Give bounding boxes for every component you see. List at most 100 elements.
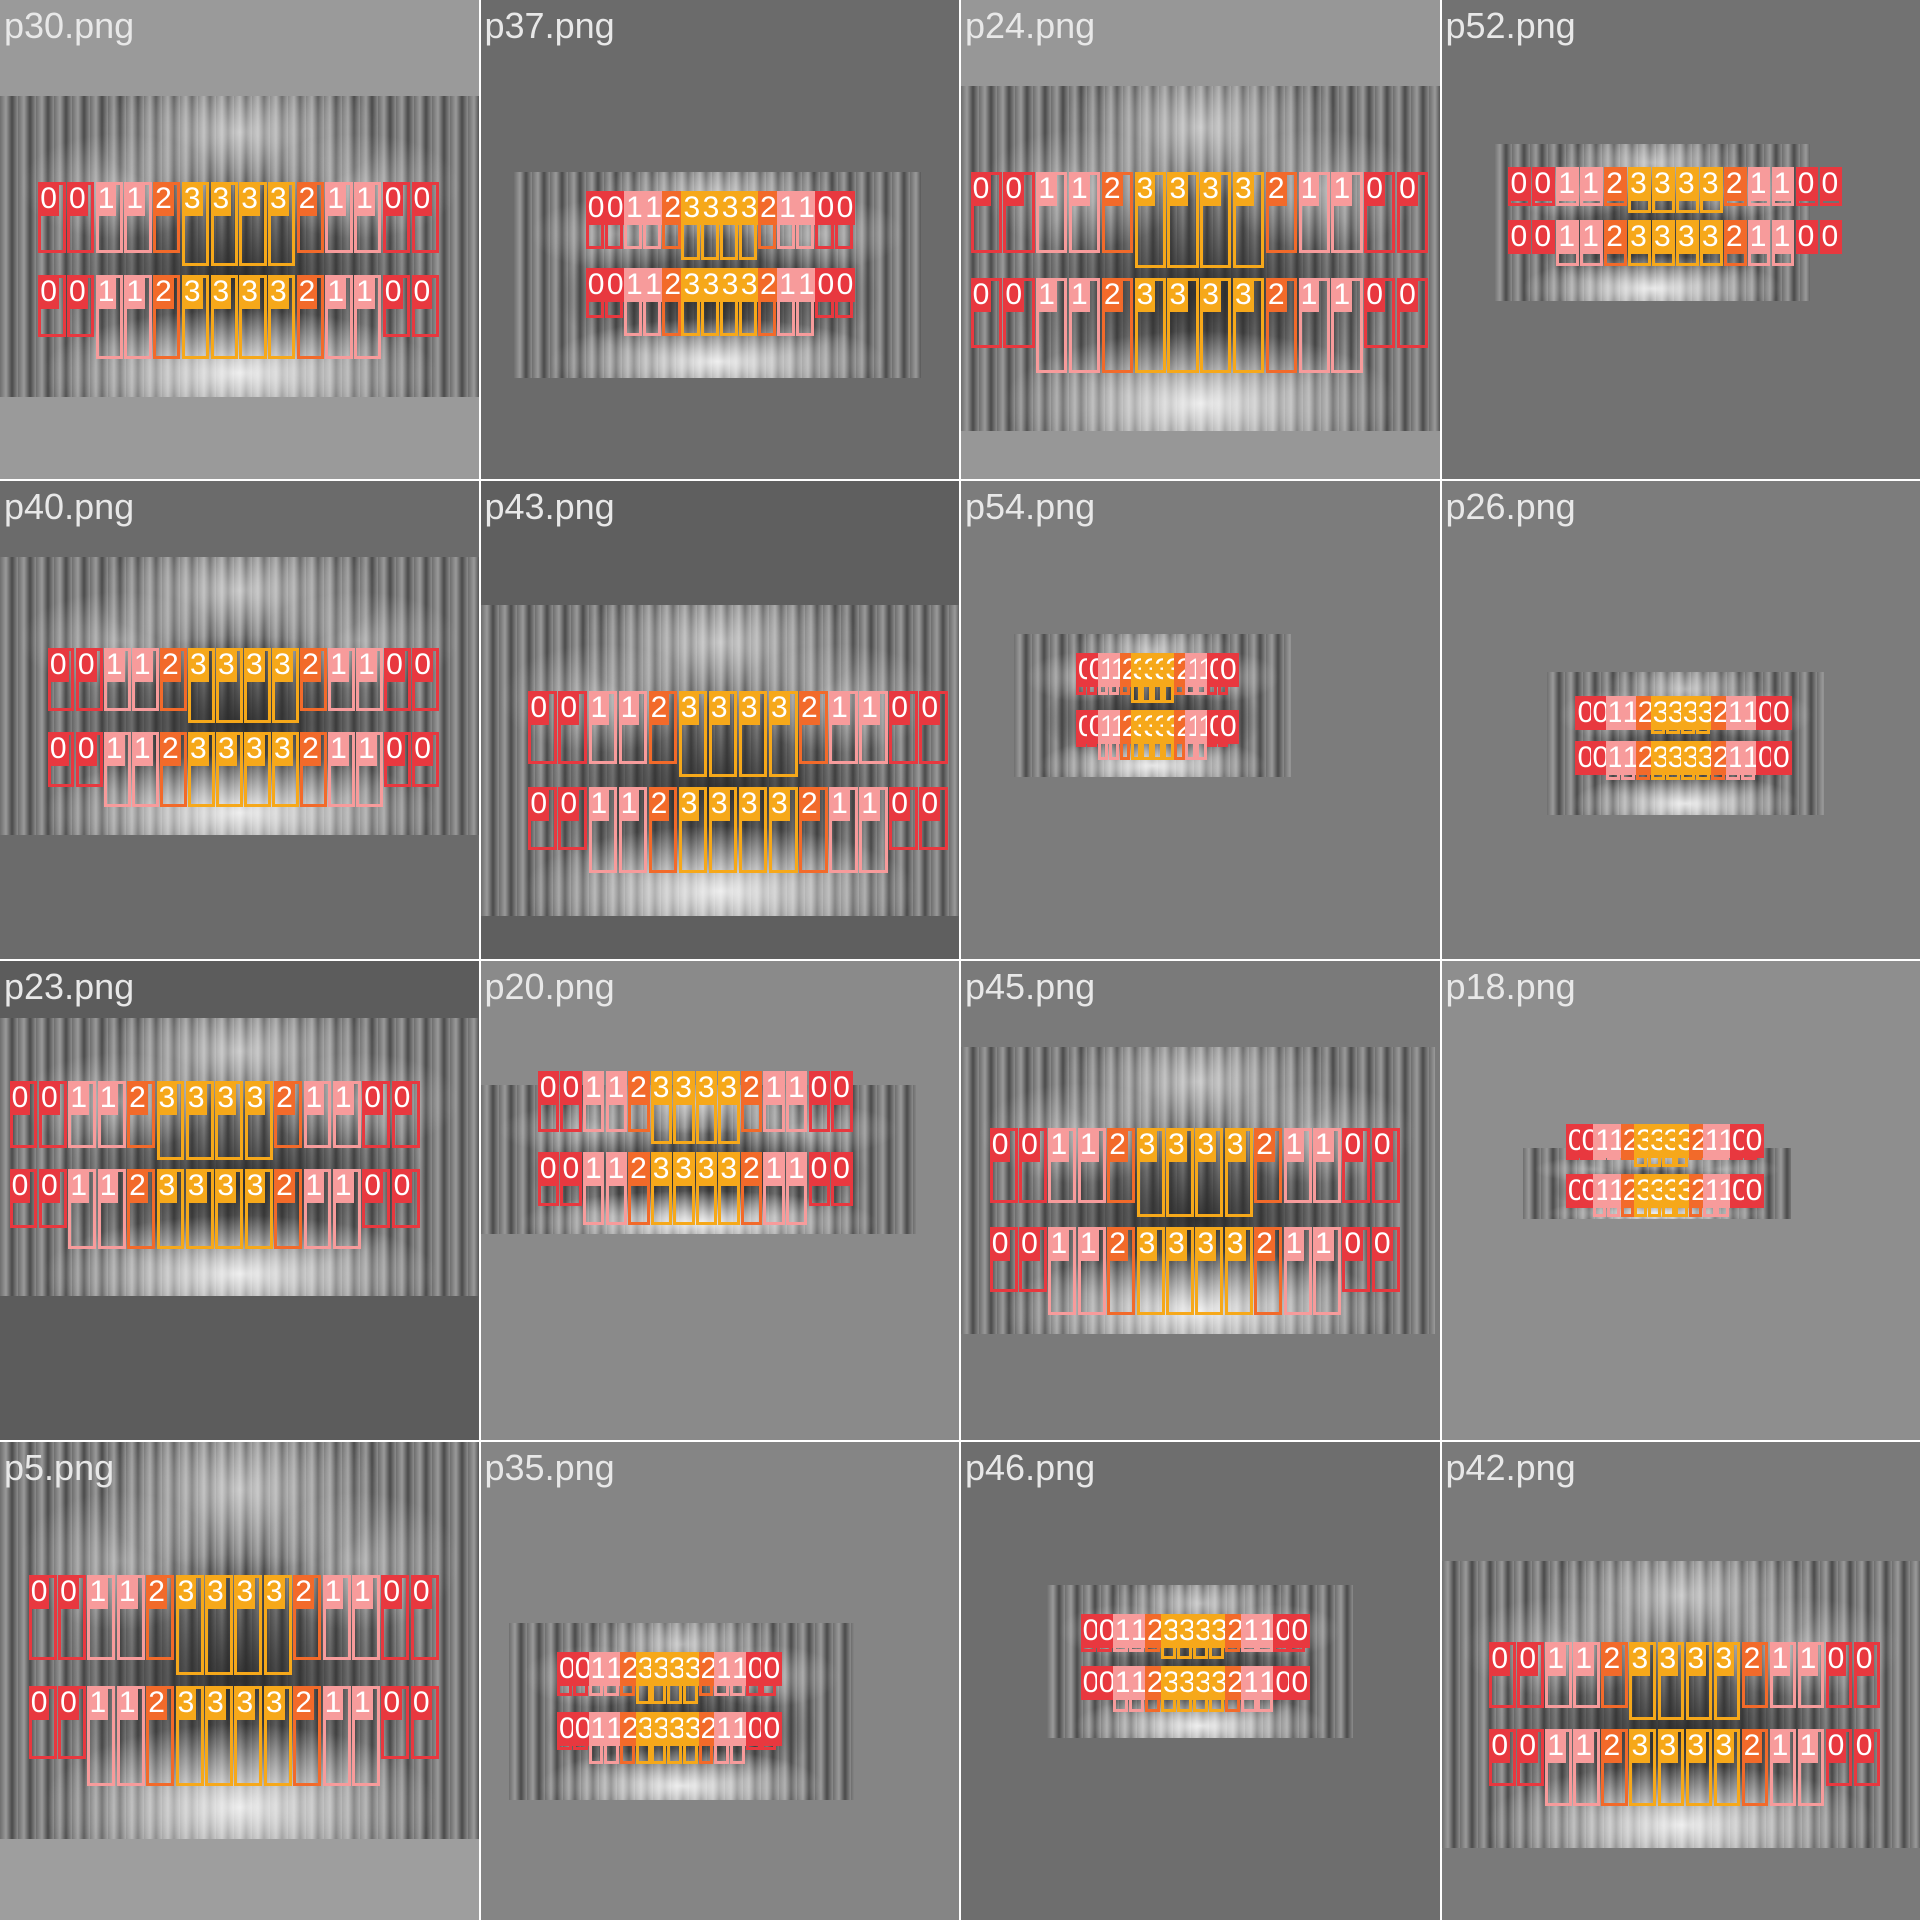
tooth-bounding-box: 0	[362, 1080, 391, 1148]
tooth-bounding-box: 2	[1174, 710, 1195, 761]
image-tile[interactable]: p26.png 0 0 1 1 2 3 3 3 3 2 1 1 0 0 0 0 1 1 2 3 3 3 3 2 1 1 0 0	[1441, 480, 1920, 960]
tooth-bounding-box: 2	[146, 1685, 175, 1786]
image-tile[interactable]: p30.png 0 0 1 1 2 3 3 3 3 2 1 1 0 0 0 0 1 1 2 3 3 3 3 2 1 1 0 0	[0, 0, 479, 479]
tooth-bounding-box: 3	[239, 181, 267, 266]
tooth-bounding-box: 1	[1077, 1226, 1106, 1316]
tooth-bounding-box: 1	[588, 786, 618, 874]
class-label-tag: 3	[244, 731, 265, 766]
tooth-bounding-box: 2	[1119, 652, 1141, 695]
class-label-tag: 0	[834, 191, 856, 226]
tooth-bounding-box: 1	[116, 1685, 145, 1786]
class-label-tag: 1	[1069, 172, 1090, 207]
tooth-bounding-box: 3	[1224, 1226, 1253, 1316]
tooth-bounding-box: 0	[1825, 1642, 1853, 1708]
image-tile[interactable]: p40.png 0 0 1 1 2 3 3 3 3 2 1 1 0 0 0 0 1 1 2 3 3 3 3 2 1 1 0 0	[0, 480, 479, 959]
class-label-tag: 0	[572, 1652, 594, 1687]
tooth-bounding-box: 1	[1069, 172, 1101, 253]
panoramic-xray-image	[0, 1018, 479, 1296]
tooth-bounding-box: 1	[1797, 1728, 1825, 1806]
class-label-tag: 0	[391, 1080, 413, 1115]
class-label-tag: 3	[1160, 1666, 1182, 1701]
tooth-bounding-box: 0	[28, 1685, 57, 1760]
class-label-tag: 0	[585, 267, 607, 302]
tooth-bounding-box: 2	[1144, 1666, 1166, 1712]
class-label-tag: 3	[267, 275, 289, 310]
tooth-bounding-box: 3	[635, 1652, 657, 1705]
image-tile[interactable]: p42.png 0 0 1 1 2 3 3 3 3 2 1 1 0 0 0 0 1 1 2 3 3 3 3 2 1 1 0 0	[1441, 1441, 1920, 1920]
class-label-tag: 0	[384, 731, 405, 766]
tooth-bounding-box: 0	[410, 1575, 439, 1660]
class-label-tag: 2	[1604, 220, 1625, 255]
image-tile[interactable]: p43.png 0 0 1 1 2 3 3 3 3 2 1 1 0 0 0 0 1 1 2 3 3 3 3 2 1 1 0 0	[480, 480, 959, 959]
tooth-bounding-box: 0	[58, 1575, 87, 1660]
class-label-tag: 2	[1107, 1226, 1128, 1261]
tooth-bounding-box: 3	[1665, 695, 1687, 735]
class-label-tag: 1	[68, 1169, 90, 1204]
tooth-bounding-box: 0	[834, 191, 856, 249]
class-label-tag: 0	[970, 172, 992, 207]
tooth-bounding-box: 0	[585, 191, 607, 249]
tooth-bounding-box: 3	[1629, 1728, 1657, 1806]
tooth-bounding-box: 0	[745, 1711, 767, 1751]
tooth-bounding-box: 3	[216, 647, 243, 723]
image-tile[interactable]: p35.png 0 0 1 1 2 3 3 3 3 2 1 1 0 0 0 0 1 1 2 3 3 3 3 2 1 1 0 0	[480, 1441, 959, 1920]
class-label-tag: 3	[682, 1652, 704, 1687]
class-label-tag: 3	[682, 1711, 704, 1746]
tooth-bounding-box: 0	[1086, 652, 1108, 695]
class-label-tag: 3	[1652, 220, 1673, 255]
image-tile[interactable]: p5.png 0 0 1 1 2 3 3 3 3 2 1 1 0 0 0 0 1 1 2 3 3 3 3 2 1 1 0 0	[0, 1441, 479, 1920]
tooth-bounding-box: 3	[678, 691, 708, 778]
tooth-bounding-box: 1	[604, 1652, 625, 1697]
tooth-bounding-box: 1	[624, 191, 645, 249]
tooth-bounding-box: 3	[1650, 695, 1672, 735]
tooth-bounding-box: 3	[239, 275, 267, 360]
image-tile[interactable]: p23.png 0 0 1 1 2 3 3 3 3 2 1 1 0 0 0 0 1 1 2 3 3 3 3 2 1 1 0 0	[0, 961, 479, 1440]
image-tile[interactable]: p52.png 0 0 1 1 2 3 3 3 3 2 1 1 0 0 0 0 1 1 2 3 3 3 3 2 1 1 0 0	[1441, 0, 1920, 479]
tooth-bounding-box: 2	[300, 731, 327, 807]
tooth-bounding-box: 0	[1075, 710, 1097, 748]
class-label-tag: 0	[1364, 172, 1385, 207]
class-label-tag: 2	[1723, 167, 1745, 202]
image-tile[interactable]: p18.png 0 0 1 1 2 3 3 3 3 2 1 1 0 0 0 0 1 1 2 3 3 3 3 2 1 1 0 0	[1441, 961, 1920, 1440]
tooth-bounding-box: 2	[274, 1080, 303, 1148]
tooth-bounding-box: 1	[332, 1080, 361, 1148]
class-label-tag: 0	[970, 277, 992, 312]
class-label-tag: 3	[1160, 1613, 1182, 1648]
class-label-tag: 3	[239, 181, 260, 216]
class-label-tag: 1	[777, 267, 798, 302]
image-tile[interactable]: p24.png 0 0 1 1 2 3 3 3 3 2 1 1 0 0 0 0 1 1 2 3 3 3 3 2 1 1 0 0	[961, 0, 1440, 479]
class-label-tag: 3	[1200, 277, 1221, 312]
tooth-bounding-box: 0	[1770, 695, 1792, 730]
class-label-tag: 3	[1675, 220, 1697, 255]
image-tile[interactable]: p37.png 0 0 1 1 2 3 3 3 3 2 1 1 0 0 0 0 1 1 2 3 3 3 3 2 1 1 0 0	[480, 0, 960, 479]
class-label-tag: 0	[1819, 167, 1841, 202]
tooth-bounding-box: 3	[215, 1080, 244, 1161]
class-label-tag: 0	[1273, 1666, 1295, 1701]
class-label-tag: 0	[1819, 220, 1841, 255]
tooth-bounding-box: 2	[698, 1652, 720, 1697]
tooth-bounding-box: 0	[1743, 1173, 1765, 1208]
tooth-bounding-box: 0	[1075, 652, 1097, 695]
tooth-bounding-box: 0	[557, 1652, 578, 1697]
image-tile[interactable]: p46.png 0 0 1 1 2 3 3 3 3 2 1 1 0 0 0 0 1 1 2 3 3 3 3 2 1 1 0 0	[961, 1441, 1440, 1920]
class-label-tag: 1	[87, 1575, 109, 1610]
class-label-tag: 2	[127, 1169, 148, 1204]
tooth-bounding-box: 1	[332, 1169, 361, 1249]
tooth-bounding-box: 1	[325, 275, 353, 360]
class-label-tag: 0	[411, 181, 433, 216]
tooth-bounding-box: 2	[146, 1575, 175, 1660]
image-tile[interactable]: p20.png 0 0 1 1 2 3 3 3 3 2 1 1 0 0 0 0 1 1 2 3 3 3 3 2 1 1 0 0	[480, 961, 960, 1440]
class-label-tag: 1	[1797, 1728, 1819, 1763]
image-tile[interactable]: p45.png 0 0 1 1 2 3 3 3 3 2 1 1 0 0 0 0 1 1 2 3 3 3 3 2 1 1 0 0	[961, 961, 1440, 1440]
class-label-tag: 2	[127, 1080, 148, 1115]
class-label-tag: 2	[619, 1652, 641, 1687]
tooth-bounding-box: 0	[411, 181, 439, 253]
tooth-bounding-box: 2	[1174, 652, 1195, 695]
class-label-tag: 3	[210, 275, 232, 310]
tooth-bounding-box: 1	[1283, 1226, 1312, 1316]
